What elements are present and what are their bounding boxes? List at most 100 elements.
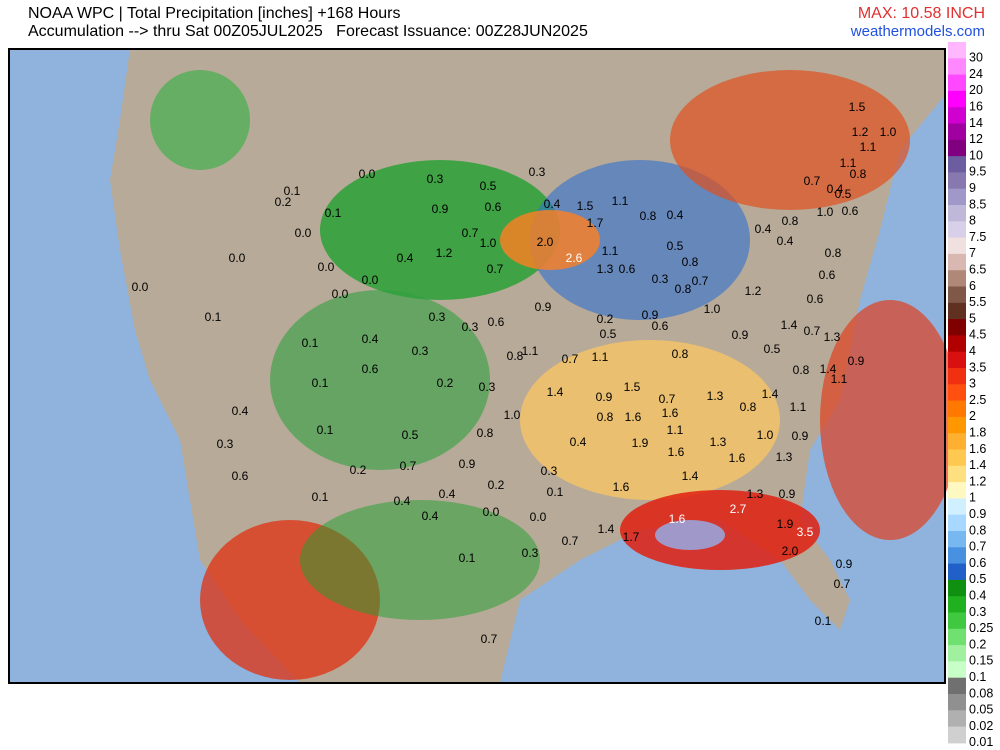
map-value-label: 1.0 bbox=[504, 408, 521, 422]
legend-swatch bbox=[948, 302, 966, 320]
legend-swatch bbox=[948, 90, 966, 108]
map-value-label: 1.7 bbox=[587, 216, 604, 230]
legend-label: 9 bbox=[969, 181, 976, 195]
legend-label: 5 bbox=[969, 311, 976, 325]
map-value-label: 0.6 bbox=[488, 315, 505, 329]
map-value-label: 0.5 bbox=[667, 239, 684, 253]
map-value-label: 0.2 bbox=[275, 195, 292, 209]
legend-label: 7 bbox=[969, 246, 976, 260]
map-value-label: 1.6 bbox=[668, 445, 685, 459]
legend-swatch bbox=[948, 335, 966, 353]
map-value-label: 0.4 bbox=[439, 487, 456, 501]
map-value-label: 0.3 bbox=[479, 380, 496, 394]
legend-label: 14 bbox=[969, 116, 983, 130]
map-value-label: 0.2 bbox=[437, 376, 454, 390]
map-value-label: 0.1 bbox=[302, 336, 319, 350]
legend-swatch bbox=[948, 596, 966, 613]
subtitle: Accumulation --> thru Sat 00Z05JUL2025 F… bbox=[28, 23, 588, 40]
map-value-label: 0.7 bbox=[804, 324, 821, 338]
map-value-label: 1.6 bbox=[613, 480, 630, 494]
map-value-label: 2.6 bbox=[566, 251, 583, 265]
map-value-label: 0.8 bbox=[672, 347, 689, 361]
map-value-label: 0.9 bbox=[848, 354, 865, 368]
legend-swatch bbox=[948, 384, 966, 402]
map-value-label: 0.8 bbox=[675, 282, 692, 296]
map-value-label: 1.0 bbox=[817, 205, 834, 219]
map-value-label: 0.1 bbox=[312, 490, 329, 504]
map-value-label: 1.5 bbox=[577, 199, 594, 213]
map-value-label: 0.3 bbox=[427, 172, 444, 186]
map-value-label: 0.0 bbox=[359, 167, 376, 181]
map-value-label: 0.4 bbox=[755, 222, 772, 236]
legend-label: 3.5 bbox=[969, 360, 986, 374]
map-value-label: 1.6 bbox=[625, 410, 642, 424]
map-value-label: 1.0 bbox=[480, 236, 497, 250]
map-value-label: 0.0 bbox=[229, 251, 246, 265]
map-value-label: 0.1 bbox=[312, 376, 329, 390]
legend-label: 8 bbox=[969, 214, 976, 228]
legend-label: 9.5 bbox=[969, 165, 986, 179]
legend-swatch bbox=[948, 661, 966, 679]
map-value-label: 0.9 bbox=[836, 557, 853, 571]
map-value-label: 0.3 bbox=[522, 546, 539, 560]
legend-swatch bbox=[948, 531, 966, 548]
map-value-label: 0.9 bbox=[792, 429, 809, 443]
map-value-label: 0.0 bbox=[318, 260, 335, 274]
legend-swatch bbox=[948, 416, 966, 434]
legend-swatch bbox=[948, 628, 966, 646]
legend-swatch bbox=[948, 498, 966, 516]
legend-swatch bbox=[948, 710, 966, 728]
map-value-label: 0.5 bbox=[835, 187, 852, 201]
map-value-label: 1.4 bbox=[598, 522, 615, 536]
map-value-label: 0.4 bbox=[397, 251, 414, 265]
legend-swatch bbox=[948, 237, 966, 255]
map-value-label: 0.6 bbox=[652, 319, 669, 333]
legend-label: 1 bbox=[969, 491, 976, 505]
map-value-label: 1.0 bbox=[757, 428, 774, 442]
map-value-label: 1.4 bbox=[547, 385, 564, 399]
map-value-label: 0.1 bbox=[325, 206, 342, 220]
map-value-label: 1.2 bbox=[436, 246, 453, 260]
map-value-label: 0.2 bbox=[350, 463, 367, 477]
legend-label: 6 bbox=[969, 279, 976, 293]
map-value-label: 1.0 bbox=[704, 302, 721, 316]
map-value-label: 1.1 bbox=[790, 400, 807, 414]
map-value-label: 0.4 bbox=[667, 208, 684, 222]
legend-label: 0.6 bbox=[969, 556, 986, 570]
map-value-label: 0.5 bbox=[600, 327, 617, 341]
map-value-label: 1.6 bbox=[669, 512, 686, 526]
legend-label: 1.2 bbox=[969, 474, 986, 488]
map-value-label: 0.0 bbox=[332, 287, 349, 301]
map-value-label: 0.3 bbox=[429, 310, 446, 324]
legend-swatch bbox=[948, 514, 966, 532]
legend-label: 5.5 bbox=[969, 295, 986, 309]
map-value-label: 1.4 bbox=[820, 362, 837, 376]
map-value-label: 1.9 bbox=[777, 517, 794, 531]
map-value-label: 0.5 bbox=[764, 342, 781, 356]
map-value-label: 0.6 bbox=[819, 268, 836, 282]
map-value-label: 1.3 bbox=[597, 262, 614, 276]
map-value-label: 0.8 bbox=[793, 363, 810, 377]
title: NOAA WPC | Total Precipitation [inches] … bbox=[28, 5, 400, 22]
legend-swatch bbox=[948, 482, 966, 499]
map-value-label: 0.7 bbox=[462, 226, 479, 240]
map-value-label: 1.1 bbox=[602, 244, 619, 258]
map-value-label: 0.1 bbox=[459, 551, 476, 565]
map-value-label: 0.0 bbox=[530, 510, 547, 524]
legend-swatch bbox=[948, 270, 966, 287]
legend-swatch bbox=[948, 694, 966, 711]
map-value-label: 0.9 bbox=[459, 457, 476, 471]
map-value-label: 0.9 bbox=[596, 390, 613, 404]
legend-swatch bbox=[948, 351, 966, 369]
map-value-label: 2.0 bbox=[782, 544, 799, 558]
legend-label: 2 bbox=[969, 409, 976, 423]
legend-label: 0.4 bbox=[969, 588, 986, 602]
map-value-label: 0.7 bbox=[834, 577, 851, 591]
legend-label: 0.8 bbox=[969, 523, 986, 537]
legend-swatch bbox=[948, 58, 966, 76]
map-value-label: 1.9 bbox=[632, 436, 649, 450]
map-value-label: 0.4 bbox=[362, 332, 379, 346]
map-value-label: 1.0 bbox=[880, 125, 897, 139]
map-value-label: 0.6 bbox=[807, 292, 824, 306]
